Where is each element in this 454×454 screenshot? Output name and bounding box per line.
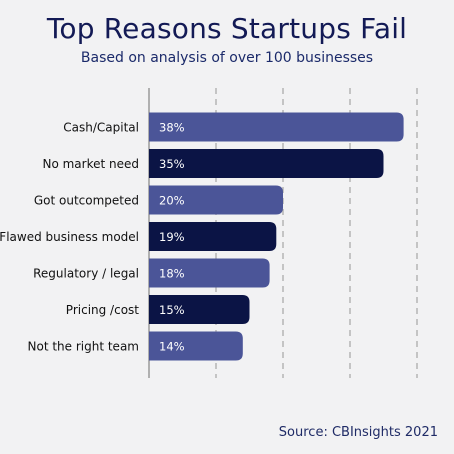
category-label: Regulatory / legal [33,267,139,281]
category-label: Pricing /cost [66,303,139,317]
category-label: No market need [42,157,139,171]
bar-value-label: 20% [159,194,185,208]
category-label: Not the right team [28,340,140,354]
bar-value-label: 18% [159,267,185,281]
bar [149,185,283,215]
bar [149,331,243,361]
bar [149,258,270,288]
source-note: Source: CBInsights 2021 [278,425,438,440]
bar [149,295,250,324]
bar-value-label: 35% [159,157,185,171]
chart-subtitle: Based on analysis of over 100 businesses [80,50,374,66]
bar-value-label: 38% [159,121,185,135]
bar [149,222,277,251]
bar-value-label: 14% [159,340,185,354]
chart-title: Top Reasons Startups Fail [46,12,408,45]
bar-value-label: 15% [159,303,185,317]
bar-value-label: 19% [159,230,185,244]
category-label: Cash/Capital [63,121,139,135]
category-label: Got outcompeted [34,194,139,208]
category-label: Flawed business model [0,230,139,244]
bar [149,112,404,142]
bar [149,149,384,178]
